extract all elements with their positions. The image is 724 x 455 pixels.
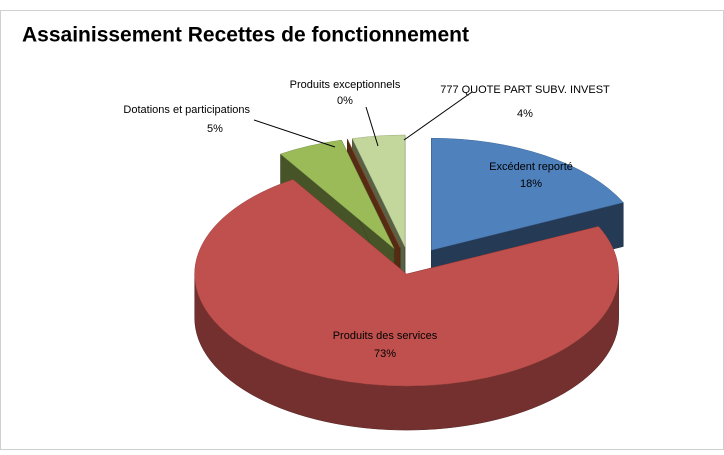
- slice-value-label: 18%: [520, 178, 542, 190]
- slice-value-label: 73%: [374, 348, 396, 360]
- slice-value-label: 5%: [207, 123, 223, 135]
- leader-line: [404, 92, 472, 140]
- slice-label: 777 QUOTE PART SUBV. INVEST: [440, 84, 610, 96]
- leader-line: [254, 120, 335, 147]
- slice-label: Produits des services: [333, 330, 438, 342]
- slice-label: Excédent reporté: [489, 161, 573, 173]
- slice-label: Produits exceptionnels: [290, 79, 401, 91]
- chart-title: Assainissement Recettes de fonctionnemen…: [22, 24, 469, 47]
- slice-label: Dotations et participations: [123, 104, 250, 116]
- slice-value-label: 4%: [517, 108, 533, 120]
- slice-value-label: 0%: [337, 95, 353, 107]
